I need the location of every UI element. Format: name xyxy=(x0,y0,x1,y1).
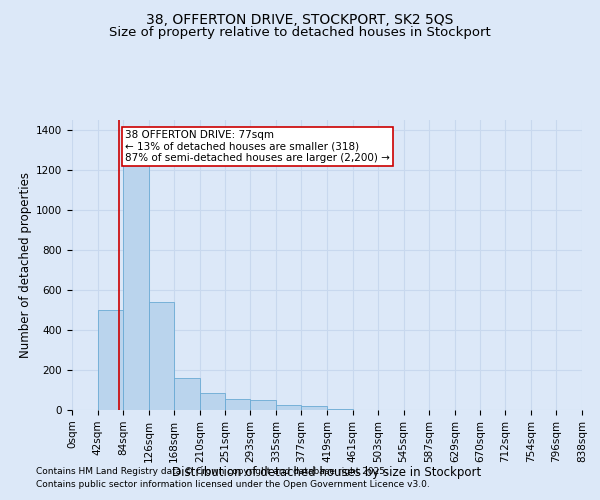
Text: 38, OFFERTON DRIVE, STOCKPORT, SK2 5QS: 38, OFFERTON DRIVE, STOCKPORT, SK2 5QS xyxy=(146,12,454,26)
Text: Size of property relative to detached houses in Stockport: Size of property relative to detached ho… xyxy=(109,26,491,39)
Bar xyxy=(123,160,149,410)
Bar xyxy=(225,399,250,410)
Text: Contains public sector information licensed under the Open Government Licence v3: Contains public sector information licen… xyxy=(36,480,430,489)
Text: Contains HM Land Registry data © Crown copyright and database right 2025.: Contains HM Land Registry data © Crown c… xyxy=(36,467,388,476)
Bar xyxy=(200,393,225,410)
Bar xyxy=(301,406,327,410)
Bar xyxy=(174,378,200,410)
Bar xyxy=(327,409,353,410)
Bar xyxy=(276,405,301,410)
Y-axis label: Number of detached properties: Number of detached properties xyxy=(19,172,32,358)
Bar xyxy=(98,310,123,410)
Bar xyxy=(250,400,276,410)
Text: 38 OFFERTON DRIVE: 77sqm
← 13% of detached houses are smaller (318)
87% of semi-: 38 OFFERTON DRIVE: 77sqm ← 13% of detach… xyxy=(125,130,390,163)
Bar xyxy=(149,302,174,410)
X-axis label: Distribution of detached houses by size in Stockport: Distribution of detached houses by size … xyxy=(172,466,482,479)
